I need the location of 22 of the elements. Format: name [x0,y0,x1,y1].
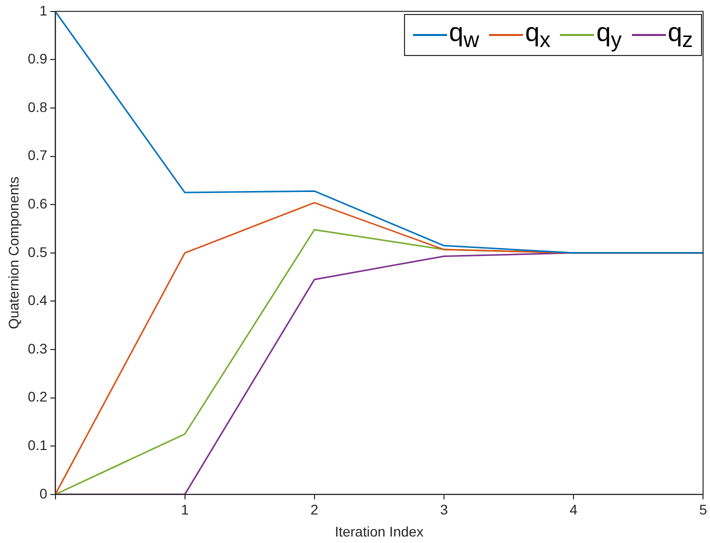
legend-label: q$_{w}$ [449,17,480,54]
legend-label: q$_{z}$ [668,17,693,54]
x-tick-label: 3 [440,502,448,518]
x-tick-label: 5 [699,502,708,518]
y-tick-label: 0.9 [28,50,48,67]
y-tick-label: 0.3 [28,340,48,356]
y-tick-label: 0.5 [28,244,48,260]
x-tick-label: 1 [180,502,189,518]
y-tick-label: 0.1 [28,436,48,453]
y-tick-label: 0.7 [28,147,48,164]
y-tick-label: 0.8 [28,98,48,115]
y-tick-label: 1 [39,2,48,18]
legend-label: q$_{y}$ [596,17,622,54]
x-tick-label: 4 [570,502,578,518]
y-tick-label: 0.4 [28,292,48,308]
y-tick-label: 0.2 [28,388,48,405]
y-axis-title: Quaternion Components [5,176,22,330]
y-tick-label: 0 [39,485,48,502]
x-axis-title: Iteration Index [334,523,424,540]
legend-label: q$_{x}$ [525,17,550,54]
y-tick-label: 0.6 [28,195,48,212]
x-tick-label: 2 [310,502,318,518]
